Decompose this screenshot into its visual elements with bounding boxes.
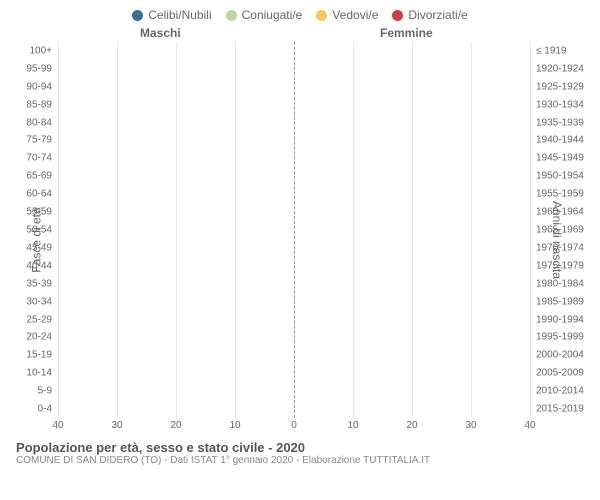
birth-year-label: 1980-1984	[536, 278, 584, 289]
age-row: 20-241995-1999	[58, 329, 530, 347]
age-row: 85-891930-1934	[58, 96, 530, 114]
age-label: 20-24	[26, 332, 52, 343]
x-axis-tick: 0	[291, 420, 297, 431]
gender-headers: Maschi Femmine	[10, 26, 590, 42]
x-axis: 40302010010203040	[58, 418, 530, 438]
legend-item: Coniugati/e	[226, 8, 303, 22]
footer-title: Popolazione per età, sesso e stato civil…	[16, 440, 590, 455]
age-row: 5-92010-2014	[58, 382, 530, 400]
legend-label: Vedovi/e	[332, 8, 378, 22]
age-label: 35-39	[26, 278, 52, 289]
age-row: 70-741945-1949	[58, 149, 530, 167]
footer-subtitle: COMUNE DI SAN DIDERO (TO) - Dati ISTAT 1…	[16, 455, 590, 466]
birth-year-label: 1970-1974	[536, 242, 584, 253]
legend-item: Divorziati/e	[392, 8, 467, 22]
birth-year-label: 1995-1999	[536, 332, 584, 343]
legend-item: Celibi/Nubili	[132, 8, 211, 22]
birth-year-label: 1955-1959	[536, 189, 584, 200]
age-row: 0-42015-2019	[58, 400, 530, 418]
birth-year-label: 1920-1924	[536, 63, 584, 74]
x-axis-tick: 20	[170, 420, 181, 431]
x-axis-tick: 30	[465, 420, 476, 431]
legend-swatch	[392, 10, 403, 21]
birth-year-label: 1940-1944	[536, 135, 584, 146]
legend-swatch	[132, 10, 143, 21]
age-row: 90-941925-1929	[58, 78, 530, 96]
age-label: 40-44	[26, 260, 52, 271]
age-label: 90-94	[26, 81, 52, 92]
age-label: 70-74	[26, 153, 52, 164]
age-row: 15-192000-2004	[58, 346, 530, 364]
age-label: 10-14	[26, 368, 52, 379]
age-row: 95-991920-1924	[58, 60, 530, 78]
age-label: 75-79	[26, 135, 52, 146]
gridline	[530, 42, 531, 418]
age-row: 50-541965-1969	[58, 221, 530, 239]
age-label: 80-84	[26, 117, 52, 128]
x-axis-tick: 10	[347, 420, 358, 431]
age-row: 40-441975-1979	[58, 257, 530, 275]
age-label: 15-19	[26, 350, 52, 361]
birth-year-label: ≤ 1919	[536, 45, 567, 56]
age-row: 10-142005-2009	[58, 364, 530, 382]
legend-label: Coniugati/e	[242, 8, 303, 22]
age-row: 65-691950-1954	[58, 167, 530, 185]
chart-container: Celibi/Nubili Coniugati/e Vedovi/e Divorzia…	[0, 0, 600, 500]
x-axis-tick: 10	[229, 420, 240, 431]
age-label: 95-99	[26, 63, 52, 74]
legend-item: Vedovi/e	[316, 8, 378, 22]
birth-year-label: 2005-2009	[536, 368, 584, 379]
birth-year-label: 1930-1934	[536, 99, 584, 110]
age-row: 60-641955-1959	[58, 185, 530, 203]
age-label: 60-64	[26, 189, 52, 200]
legend-label: Divorziati/e	[408, 8, 467, 22]
age-row: 45-491970-1974	[58, 239, 530, 257]
chart-footer: Popolazione per età, sesso e stato civil…	[10, 440, 590, 466]
birth-year-label: 1925-1929	[536, 81, 584, 92]
age-label: 45-49	[26, 242, 52, 253]
age-label: 55-59	[26, 207, 52, 218]
age-row: 80-841935-1939	[58, 114, 530, 132]
age-label: 50-54	[26, 225, 52, 236]
age-row: 30-341985-1989	[58, 293, 530, 311]
age-label: 5-9	[38, 386, 52, 397]
plot-area: Fasce di età Anni di nascita 100+≤ 19199…	[10, 42, 590, 438]
age-row: 25-291990-1994	[58, 311, 530, 329]
age-row: 35-391980-1984	[58, 275, 530, 293]
birth-year-label: 1945-1949	[536, 153, 584, 164]
x-axis-tick: 40	[524, 420, 535, 431]
birth-year-label: 1985-1989	[536, 296, 584, 307]
age-row: 55-591960-1964	[58, 203, 530, 221]
birth-year-label: 2015-2019	[536, 404, 584, 415]
bar-rows: 100+≤ 191995-991920-192490-941925-192985…	[58, 42, 530, 418]
birth-year-label: 1990-1994	[536, 314, 584, 325]
birth-year-label: 1965-1969	[536, 225, 584, 236]
legend: Celibi/Nubili Coniugati/e Vedovi/e Divorzia…	[10, 8, 590, 22]
birth-year-label: 2010-2014	[536, 386, 584, 397]
birth-year-label: 1950-1954	[536, 171, 584, 182]
x-axis-tick: 30	[111, 420, 122, 431]
legend-label: Celibi/Nubili	[148, 8, 211, 22]
x-axis-tick: 20	[406, 420, 417, 431]
age-label: 0-4	[38, 404, 52, 415]
header-female: Femmine	[380, 26, 433, 40]
x-axis-tick: 40	[52, 420, 63, 431]
birth-year-label: 1960-1964	[536, 207, 584, 218]
birth-year-label: 2000-2004	[536, 350, 584, 361]
age-label: 25-29	[26, 314, 52, 325]
age-label: 100+	[29, 45, 52, 56]
age-row: 75-791940-1944	[58, 132, 530, 150]
header-male: Maschi	[140, 26, 181, 40]
age-row: 100+≤ 1919	[58, 42, 530, 60]
legend-swatch	[316, 10, 327, 21]
age-label: 85-89	[26, 99, 52, 110]
age-label: 65-69	[26, 171, 52, 182]
age-label: 30-34	[26, 296, 52, 307]
birth-year-label: 1935-1939	[536, 117, 584, 128]
birth-year-label: 1975-1979	[536, 260, 584, 271]
legend-swatch	[226, 10, 237, 21]
